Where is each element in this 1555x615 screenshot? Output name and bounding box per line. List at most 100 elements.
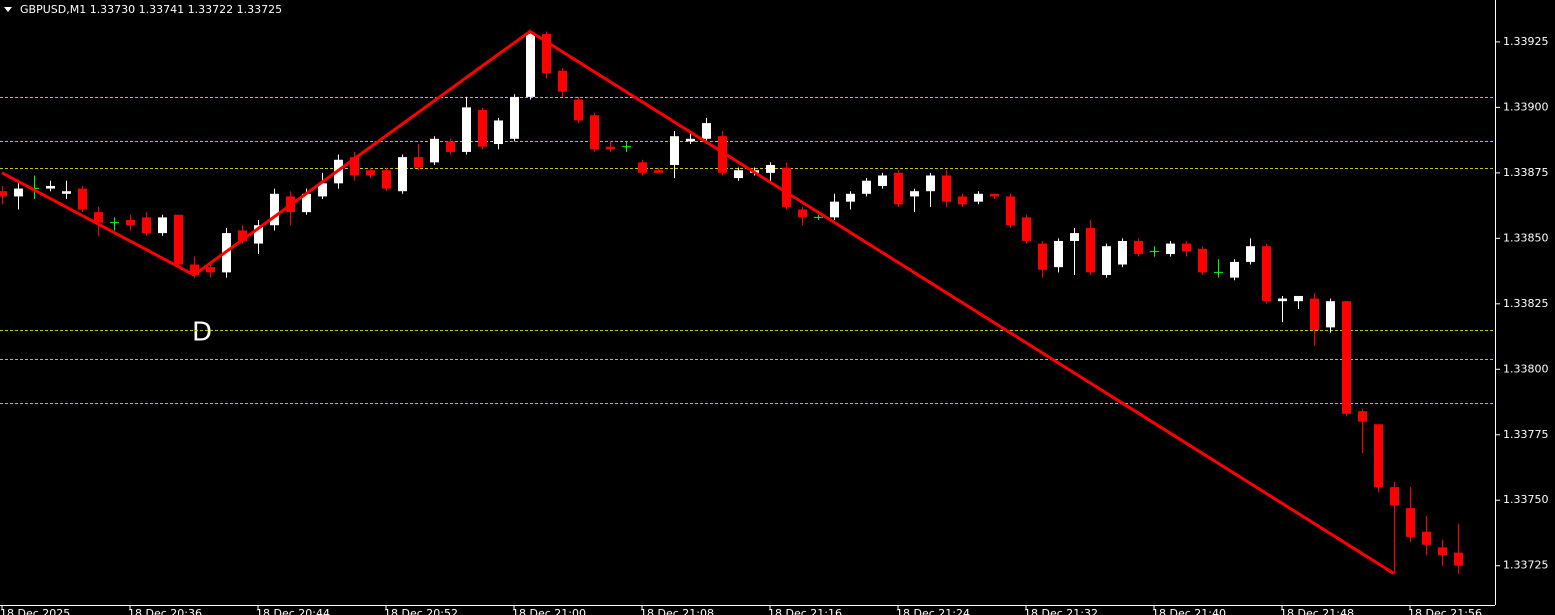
candle-body (734, 170, 743, 179)
candle-body (846, 193, 855, 202)
candle-body (414, 157, 423, 168)
x-tick-label: 18 Dec 21:00 (512, 607, 586, 615)
candle-body (350, 157, 359, 176)
y-tick-label: 1.33825 (1503, 297, 1549, 310)
pattern-label: D (192, 318, 212, 348)
candle-body (142, 217, 151, 234)
x-tick-label: 18 Dec 21:08 (640, 607, 714, 615)
candle-body (1358, 411, 1367, 422)
candle-body (1022, 217, 1031, 241)
candle-body (1198, 248, 1207, 273)
candle-body (254, 225, 263, 244)
candle-body (878, 175, 887, 186)
candle-body (526, 34, 535, 97)
candle-body (1390, 487, 1399, 506)
candle-body (718, 136, 727, 173)
x-tick-label: 18 Dec 21:32 (1024, 607, 1098, 615)
candle-body (910, 191, 919, 197)
candle-body (782, 167, 791, 207)
candle-body (382, 170, 391, 189)
candle-body (926, 175, 935, 192)
candle-body (478, 110, 487, 147)
candle-body (46, 185, 55, 189)
candle-body (1374, 424, 1383, 488)
candle-body (158, 217, 167, 234)
candle-body (0, 191, 7, 197)
candle-body (974, 193, 983, 202)
candle-body (798, 209, 807, 218)
candle-body (1326, 301, 1335, 328)
candle-body (206, 267, 215, 273)
candle-body (1086, 227, 1095, 273)
candle-body (446, 141, 455, 152)
candle-body (574, 99, 583, 121)
candle-body (1102, 246, 1111, 275)
candle-body (542, 34, 551, 74)
candle-body (1006, 196, 1015, 226)
candle-body (1422, 531, 1431, 545)
candle-body (510, 96, 519, 139)
candle-body (462, 107, 471, 152)
candle-body (1278, 298, 1287, 302)
x-tick-label: 18 Dec 21:16 (768, 607, 842, 615)
candle-body (590, 115, 599, 150)
x-tick-label: 18 Dec 20:36 (128, 607, 202, 615)
candle-body (766, 165, 775, 173)
candle-body (1118, 240, 1127, 265)
candle-body (238, 230, 247, 241)
candle-body (686, 138, 695, 142)
candle-body (398, 157, 407, 192)
x-tick-label: 18 Dec 21:48 (1280, 607, 1354, 615)
candle-body (270, 193, 279, 226)
candle-body (430, 138, 439, 163)
x-tick-label: 18 Dec 20:52 (384, 607, 458, 615)
candle-body (318, 183, 327, 197)
x-tick-label: 18 Dec 20:44 (256, 607, 330, 615)
x-tick-label: 18 Dec 21:24 (896, 607, 970, 615)
candle-body (1166, 243, 1175, 255)
menu-triangle[interactable] (4, 7, 12, 12)
candle-body (638, 162, 647, 173)
zigzag-line (1, 29, 1395, 575)
candle-body (94, 212, 103, 223)
candle-body (366, 170, 375, 176)
x-tick-label: 18 Dec 21:40 (1152, 607, 1226, 615)
chart-title: GBPUSD,M1 1.33730 1.33741 1.33722 1.3372… (20, 3, 282, 16)
candle-body (862, 180, 871, 194)
candle-body (1342, 301, 1351, 414)
y-tick-label: 1.33775 (1503, 428, 1549, 441)
candle-body (1246, 246, 1255, 262)
candle-body (942, 175, 951, 202)
candle-body (494, 120, 503, 145)
y-tick-label: 1.33750 (1503, 493, 1549, 506)
candle-body (894, 172, 903, 205)
y-tick-label: 1.33875 (1503, 166, 1549, 179)
candle-body (302, 193, 311, 213)
candle-body (190, 264, 199, 275)
candle-body (990, 193, 999, 197)
candle-body (670, 136, 679, 165)
candle-body (558, 70, 567, 92)
y-tick-label: 1.33925 (1503, 35, 1549, 48)
candle-body (1070, 233, 1079, 241)
candle-body (78, 188, 87, 210)
candle-body (1406, 508, 1415, 537)
candle-body (654, 170, 663, 173)
candle-body (1230, 261, 1239, 278)
y-tick-label: 1.33725 (1503, 559, 1549, 572)
candle-body (1262, 246, 1271, 302)
candle-body (1438, 547, 1447, 556)
y-tick-label: 1.33900 (1503, 100, 1549, 113)
candle-body (1182, 243, 1191, 252)
candle-body (174, 214, 183, 265)
x-tick-label: 18 Dec 21:56 (1408, 607, 1482, 615)
candle-body (1054, 240, 1063, 268)
candle-body (1310, 298, 1319, 330)
candle-body (830, 201, 839, 218)
candle-body (1454, 552, 1463, 566)
candle-body (14, 188, 23, 197)
candle-body (1134, 240, 1143, 255)
